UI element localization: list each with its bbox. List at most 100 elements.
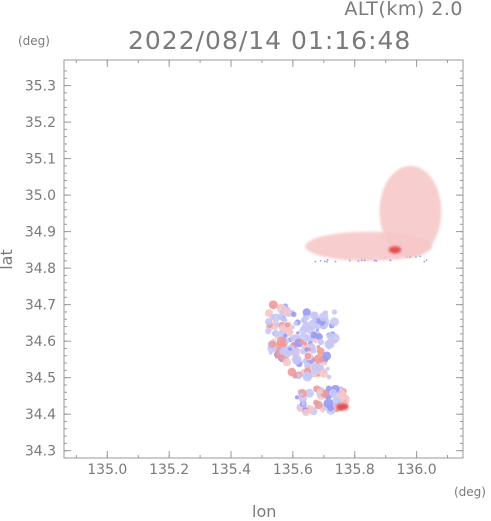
echo-cell: [264, 309, 273, 318]
y-axis-unit: (deg): [18, 34, 50, 48]
echo-cell: [293, 321, 298, 326]
echo-cell: [311, 362, 321, 373]
echo-cell: [333, 405, 337, 410]
echo-cell: [323, 398, 334, 408]
echo-cell: [274, 321, 280, 327]
echo-cell: [311, 344, 316, 348]
echo-cell: [276, 336, 287, 347]
echo-cell: [291, 354, 302, 365]
echo-cell: [316, 388, 324, 395]
echo-cell: [326, 345, 331, 350]
echo-cell: [299, 339, 305, 345]
echo-cell: [268, 340, 276, 348]
echo-region: [388, 246, 402, 254]
echo-edge-cell: [425, 259, 428, 262]
echo-cell: [319, 369, 328, 378]
echo-edge-cell: [389, 259, 392, 262]
echo-cell: [285, 322, 291, 328]
echo-cell: [316, 347, 325, 356]
echo-cell: [268, 300, 278, 310]
echo-cell: [331, 309, 338, 315]
echo-cell: [313, 354, 324, 364]
echo-cell: [316, 345, 321, 349]
echo-edge-cell: [423, 260, 426, 263]
echo-edge-cell: [326, 259, 329, 261]
echo-cell: [319, 312, 329, 322]
echo-edge-cell: [419, 255, 422, 258]
echo-edge-cell: [364, 259, 366, 262]
echo-cell: [289, 334, 297, 342]
echo-edge-cell: [319, 259, 322, 262]
echo-cell: [313, 339, 318, 344]
x-tick-label: 135.8: [335, 462, 375, 478]
echo-edge-cell: [334, 260, 337, 263]
y-tick-label: 34.7: [25, 298, 56, 314]
echo-cell: [301, 402, 306, 406]
y-tick-label: 34.4: [25, 407, 56, 423]
echo-cell: [296, 331, 300, 335]
echo-cell: [311, 326, 316, 331]
echo-cell: [324, 339, 334, 349]
y-tick-label: 35.0: [25, 188, 56, 204]
echo-cell: [315, 333, 323, 341]
echo-cell: [282, 358, 292, 367]
y-tick-label: 35.2: [25, 115, 56, 131]
echo-cell: [304, 352, 312, 360]
x-tick-label: 136.0: [397, 462, 437, 478]
echo-edge-cell: [325, 260, 328, 263]
chart-title-timestamp: 2022/08/14 01:16:48: [128, 26, 412, 55]
x-tick-label: 135.2: [149, 462, 189, 478]
altitude-label: ALT(km) 2.0: [344, 0, 463, 20]
echo-edge-cell: [314, 260, 317, 263]
echo-cell: [272, 319, 276, 323]
x-tick-label: 135.0: [87, 462, 127, 478]
echo-cell: [305, 388, 314, 398]
echo-cell: [328, 389, 337, 398]
echo-edge-cell: [348, 259, 351, 262]
y-tick-label: 35.1: [25, 152, 56, 168]
echo-cell: [302, 308, 311, 317]
echo-region: [305, 231, 433, 261]
echo-cell: [304, 347, 309, 352]
x-tick-label: 135.4: [211, 462, 251, 478]
echo-cell: [282, 308, 291, 317]
echo-cell: [338, 393, 347, 401]
echo-edge-cell: [375, 259, 378, 262]
x-axis-label: lon: [252, 502, 277, 521]
echo-cell: [288, 329, 294, 334]
echo-layer: [264, 165, 442, 417]
echo-edge-cell: [357, 260, 360, 262]
echo-cell: [329, 317, 340, 327]
ticks-layer: 135.0 135.2 135.4 135.6 135.8 136.0 34.3 34.4 34…: [25, 60, 463, 478]
echo-cell: [310, 331, 318, 339]
echo-cell: [291, 325, 295, 330]
echo-cell: [302, 315, 307, 320]
echo-cell: [314, 400, 323, 410]
echo-cell: [297, 406, 303, 412]
echo-cell: [299, 392, 304, 397]
echo-cell: [326, 366, 330, 371]
echo-cell: [265, 328, 272, 335]
echo-cell: [304, 361, 311, 369]
echo-cell: [302, 371, 311, 379]
echo-cell: [302, 409, 310, 417]
echo-cell: [326, 332, 335, 341]
echo-cell: [315, 323, 321, 330]
y-tick-label: 34.6: [25, 334, 56, 350]
y-tick-label: 34.5: [25, 371, 56, 387]
echo-cell: [309, 311, 318, 320]
echo-cell: [322, 351, 332, 361]
echo-cell: [265, 317, 273, 326]
echo-cell: [317, 338, 325, 346]
x-tick-label: 135.6: [273, 462, 313, 478]
y-tick-label: 34.3: [25, 444, 56, 460]
echo-cell: [303, 341, 308, 346]
echo-edge-cell: [415, 256, 417, 258]
echo-cell: [272, 329, 280, 337]
echo-cell: [322, 361, 327, 366]
echo-edge-cell: [360, 259, 363, 262]
echo-edge-cell: [323, 260, 326, 263]
echo-edge-cell: [373, 259, 376, 262]
echo-cell: [299, 326, 308, 335]
